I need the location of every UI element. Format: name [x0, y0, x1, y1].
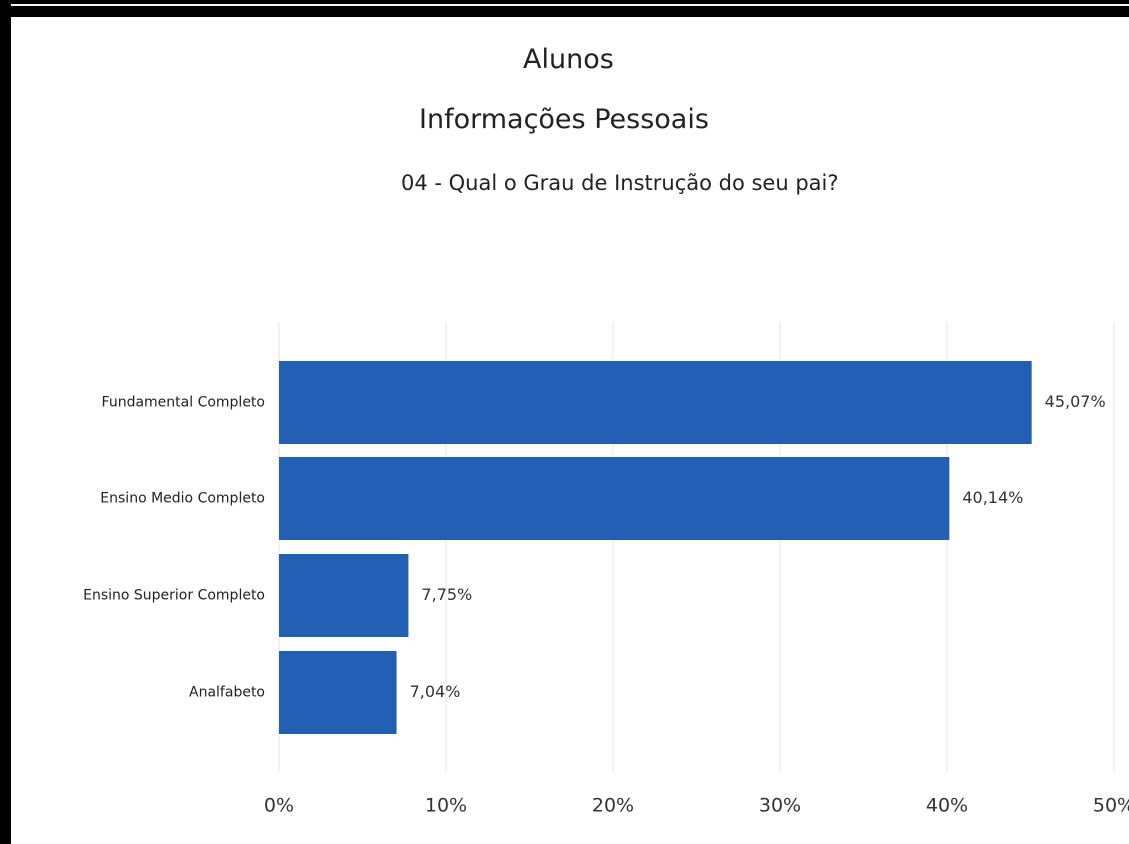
report-title: Alunos	[523, 44, 614, 75]
bar	[279, 651, 397, 734]
x-tick-label: 20%	[592, 795, 634, 817]
x-tick-label: 30%	[759, 795, 801, 817]
data-label: 7,75%	[421, 585, 472, 604]
data-label: 7,04%	[410, 682, 461, 701]
category-label: Fundamental Completo	[102, 395, 265, 411]
data-label: 45,07%	[1045, 392, 1106, 411]
bar	[279, 554, 409, 637]
category-label: Ensino Medio Completo	[100, 491, 265, 507]
x-tick-label: 10%	[425, 795, 467, 817]
top-border-gap	[0, 4, 1129, 6]
bar	[279, 457, 950, 540]
category-label: Analfabeto	[189, 685, 265, 701]
category-label: Ensino Superior Completo	[83, 588, 265, 604]
report-subtitle: Informações Pessoais	[419, 104, 709, 135]
left-border	[0, 0, 11, 844]
x-tick-label: 0%	[264, 795, 294, 817]
x-tick-label: 50%	[1093, 795, 1129, 817]
bar	[279, 361, 1032, 444]
data-label: 40,14%	[962, 488, 1023, 507]
x-tick-label: 40%	[926, 795, 968, 817]
chart-title: 04 - Qual o Grau de Instrução do seu pai…	[401, 171, 839, 195]
